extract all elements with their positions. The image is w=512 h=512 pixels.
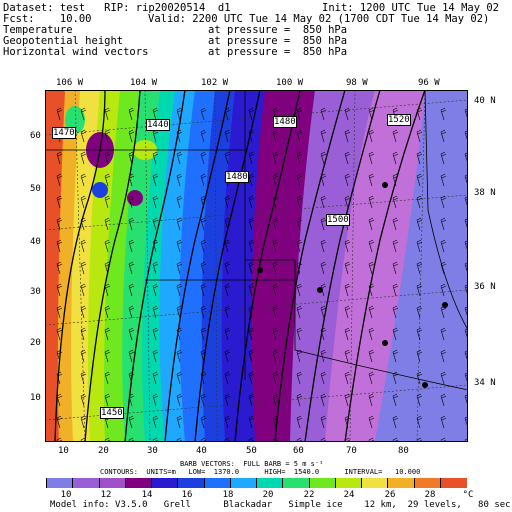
colorbar-cell (439, 478, 467, 488)
header-valid: Valid: 2200 UTC Tue 14 May 02 (1700 CDT … (148, 13, 490, 25)
colorbar-label: 14 (141, 490, 153, 500)
height-label: 1480 (273, 116, 297, 128)
header-field-2-pressure: at pressure = 850 hPa (208, 35, 348, 47)
colorbar-cell (46, 478, 74, 488)
colorbar-cell (256, 478, 284, 488)
contour-legend: CONTOURS: UNITS=m LOW= 1370.0 HIGH= 1540… (100, 468, 421, 476)
height-label: 1450 (100, 407, 124, 419)
y-tick-label: 10 (30, 393, 41, 403)
header-init: Init: 1200 UTC Tue 14 May 02 (322, 2, 500, 14)
x-tick-label: 70 (346, 446, 357, 456)
colorbar-cell (229, 478, 257, 488)
temperature-map (45, 90, 468, 442)
x-tick-label: 30 (147, 446, 158, 456)
header-field-3: Horizontal wind vectors (3, 46, 149, 58)
y-tick-label: 20 (30, 338, 41, 348)
colorbar-label: 28 (424, 490, 436, 500)
lon-label: 98 W (346, 78, 368, 88)
colorbar-cell (124, 478, 152, 488)
x-tick-label: 40 (196, 446, 207, 456)
x-tick-label: 20 (98, 446, 109, 456)
y-tick-label: 50 (30, 184, 41, 194)
header-field-2: Geopotential height (3, 35, 124, 47)
colorbar-label: 26 (384, 490, 396, 500)
model-info: Model info: V3.5.0 Grell Blackadar Simpl… (50, 500, 511, 510)
height-label: 1480 (225, 171, 249, 183)
colorbar-cell (177, 478, 205, 488)
colorbar-label: 10 (60, 490, 72, 500)
colorbar-label: 16 (181, 490, 193, 500)
colorbar-cell (151, 478, 179, 488)
colorbar-cell (203, 478, 231, 488)
lon-label: 100 W (276, 78, 304, 88)
colorbar-cell (282, 478, 310, 488)
colorbar-cell (334, 478, 362, 488)
lat-label: 36 N (474, 282, 496, 292)
header-fcst: Fcst: 10.00 (3, 13, 92, 25)
colorbar-cell (98, 478, 126, 488)
lon-label: 106 W (56, 78, 84, 88)
height-label: 1520 (387, 114, 411, 126)
x-tick-label: 80 (398, 446, 409, 456)
colorbar-cell (361, 478, 389, 488)
colorbar-label: 12 (100, 490, 112, 500)
colorbar-label: 22 (303, 490, 315, 500)
y-tick-label: 60 (30, 131, 41, 141)
height-label: 1440 (146, 119, 170, 131)
colorbar-unit: °C (462, 490, 474, 500)
x-tick-label: 60 (293, 446, 304, 456)
x-tick-label: 50 (246, 446, 257, 456)
height-label: 1470 (52, 127, 76, 139)
height-label: 1500 (326, 214, 350, 226)
lat-label: 34 N (474, 378, 496, 388)
lon-label: 96 W (418, 78, 440, 88)
header-dataset: Dataset: test RIP: rip20020514 d1 (3, 2, 231, 14)
lat-label: 40 N (474, 96, 496, 106)
x-tick-label: 10 (58, 446, 69, 456)
lon-label: 104 W (130, 78, 158, 88)
y-tick-label: 40 (30, 237, 41, 247)
lon-label: 102 W (201, 78, 229, 88)
colorbar-cell (308, 478, 336, 488)
colorbar-label: 24 (343, 490, 355, 500)
colorbar-cell (72, 478, 100, 488)
colorbar-label: 20 (262, 490, 274, 500)
colorbar-cell (413, 478, 441, 488)
header-field-1-pressure: at pressure = 850 hPa (208, 24, 348, 36)
header-field-3-pressure: at pressure = 850 hPa (208, 46, 348, 58)
header-field-1: Temperature (3, 24, 73, 36)
colorbar-label: 18 (222, 490, 234, 500)
lat-label: 38 N (474, 188, 496, 198)
barb-legend: BARB VECTORS: FULL BARB = 5 m s⁻¹ (180, 460, 324, 468)
y-tick-label: 30 (30, 287, 41, 297)
colorbar-cell (387, 478, 415, 488)
